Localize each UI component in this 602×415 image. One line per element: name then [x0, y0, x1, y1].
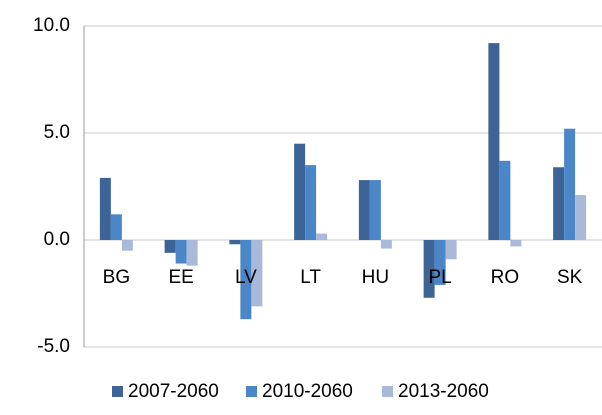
legend-swatch	[112, 386, 123, 397]
bar	[164, 240, 176, 253]
bar	[240, 240, 252, 320]
x-tick-label: PL	[429, 267, 452, 288]
x-tick-label: HU	[362, 267, 389, 288]
legend-label: 2013-2060	[398, 381, 489, 402]
x-tick-label: BG	[103, 267, 130, 288]
y-tick-label: -5.0	[37, 336, 70, 357]
bar	[294, 143, 306, 240]
bar	[423, 240, 435, 298]
bar	[434, 240, 446, 285]
bar	[251, 240, 263, 307]
x-tick-label: RO	[491, 267, 520, 288]
bar	[499, 160, 511, 240]
bar	[564, 128, 576, 240]
bar	[99, 177, 111, 240]
bar	[488, 43, 500, 241]
bar	[121, 240, 133, 251]
legend-label: 2010-2060	[262, 381, 353, 402]
bar	[229, 240, 241, 245]
bar	[110, 214, 122, 240]
bar	[575, 195, 587, 240]
legend-label: 2007-2060	[128, 381, 219, 402]
bar	[380, 240, 392, 249]
bar	[553, 167, 565, 240]
legend-swatch	[382, 386, 393, 397]
x-tick-label: LT	[300, 267, 321, 288]
bar	[305, 165, 317, 240]
x-tick-label: EE	[168, 267, 193, 288]
bar	[358, 180, 370, 240]
x-tick-label: SK	[557, 267, 583, 288]
bar	[510, 240, 522, 247]
x-tick-label: LV	[235, 267, 257, 288]
bar	[369, 180, 381, 240]
y-tick-label: 0.0	[44, 229, 70, 250]
legend-swatch	[246, 386, 257, 397]
bar	[445, 240, 457, 260]
bar	[186, 240, 198, 266]
bar	[175, 240, 187, 264]
y-tick-label: 10.0	[33, 15, 70, 36]
y-tick-label: 5.0	[44, 122, 70, 143]
bar	[316, 233, 328, 240]
